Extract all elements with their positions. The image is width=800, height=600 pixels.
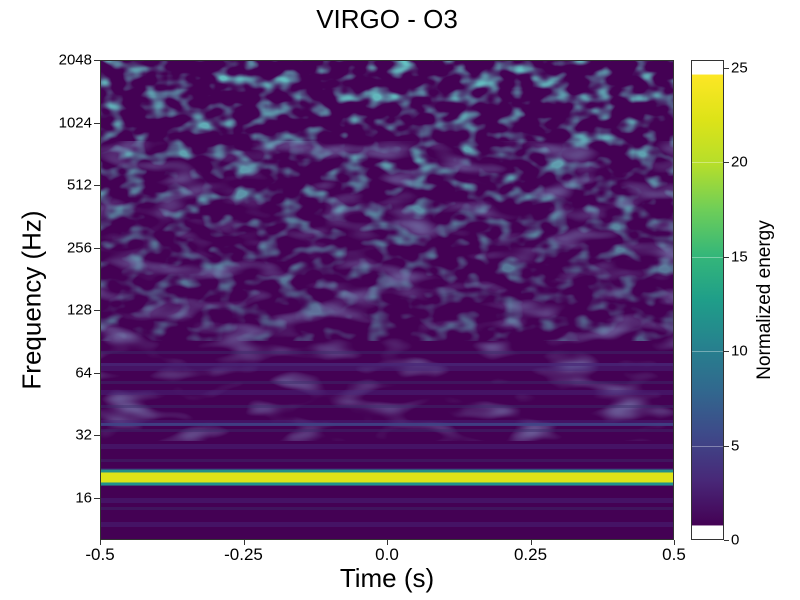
x-tick-mark [243, 540, 245, 545]
x-axis-label: Time (s) [339, 563, 435, 593]
y-tick-label: 16 [75, 489, 92, 507]
colorbar-grid-line [692, 256, 723, 258]
x-tick-label: 0.0 [375, 545, 399, 564]
noise-stripe [101, 420, 673, 425]
colorbar [691, 60, 724, 540]
x-tick-mark [100, 540, 101, 545]
noise-stripe [101, 381, 673, 384]
colorbar-tick-mark [724, 351, 729, 353]
y-tick-mark [94, 185, 100, 187]
noise-stripe [101, 429, 673, 432]
spectrogram-plot-area [100, 60, 674, 540]
noise-stripe [101, 351, 673, 354]
y-tick-label: 512 [66, 176, 92, 194]
chart-title: VIRGO - O3 [316, 4, 458, 34]
y-tick-mark [94, 122, 100, 124]
y-tick-label: 128 [66, 301, 92, 319]
colorbar-tick-label: 5 [731, 437, 740, 454]
y-tick-label: 64 [75, 364, 92, 382]
colorbar-tick-mark [724, 67, 729, 69]
noise-stripe [101, 405, 673, 408]
x-tick-mark [674, 540, 675, 545]
x-tick-label: -0.25 [224, 545, 263, 564]
weak-spectral-line [101, 362, 673, 366]
x-tick-label: 0.25 [513, 545, 548, 564]
y-tick-mark [94, 372, 100, 374]
noise-stripe [101, 507, 673, 510]
colorbar-label: Normalized energy [754, 220, 775, 380]
colorbar-tick-label: 15 [731, 248, 748, 266]
colorbar-grid-line [692, 351, 723, 353]
colorbar-tick-label: 20 [731, 153, 748, 171]
x-tick-mark [387, 540, 388, 545]
x-tick-mark [530, 540, 532, 545]
y-tick-label: 2048 [58, 51, 92, 69]
noise-stripe [101, 498, 673, 503]
y-axis-label: Frequency (Hz) [16, 210, 47, 390]
weak-spectral-line [101, 422, 673, 426]
colorbar-tick-mark [724, 256, 729, 258]
noise-stripe [101, 366, 673, 371]
colorbar-grid-line [692, 162, 723, 164]
y-tick-mark [94, 60, 100, 61]
colorbar-tick-mark [724, 162, 729, 164]
noise-stripe [101, 522, 673, 527]
colorbar-tick-mark [724, 540, 729, 541]
colorbar-tick-label: 0 [731, 531, 740, 549]
colorbar-tick-label: 10 [731, 342, 748, 360]
x-tick-label: 0.5 [662, 545, 686, 564]
noise-texture-coarse [101, 141, 673, 441]
noise-stripe [101, 459, 673, 462]
y-tick-label: 1024 [58, 114, 92, 132]
noise-stripe [101, 390, 673, 395]
colorbar-tick-label: 25 [731, 59, 748, 77]
y-tick-mark [94, 497, 100, 499]
colorbar-grid-line [692, 67, 723, 69]
y-tick-mark [94, 247, 100, 249]
y-tick-mark [94, 310, 100, 312]
colorbar-tick-mark [724, 445, 729, 447]
y-tick-label: 32 [75, 426, 92, 444]
y-tick-label: 256 [66, 239, 92, 257]
y-tick-mark [94, 435, 100, 437]
x-tick-label: -0.5 [85, 545, 115, 564]
strong-spectral-line [101, 472, 673, 483]
colorbar-grid-line [692, 445, 723, 447]
noise-stripe [101, 444, 673, 449]
